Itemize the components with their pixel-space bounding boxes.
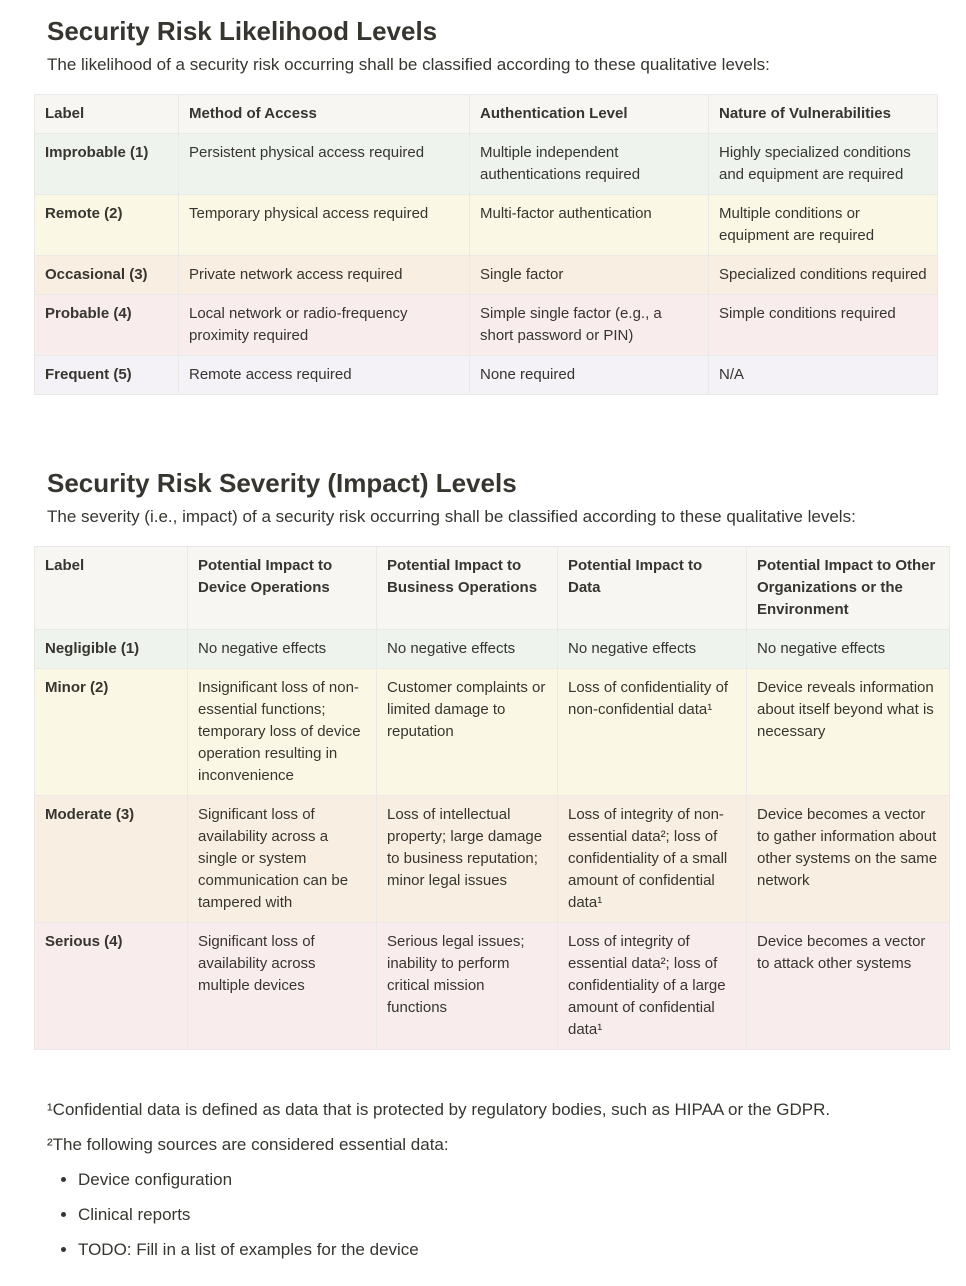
header-cell: Authentication Level <box>469 94 709 134</box>
likelihood-table: Label Method of Access Authentication Leve… <box>34 94 938 395</box>
table-cell: Insignificant loss of non-essential func… <box>187 668 377 796</box>
table-cell: Multi-factor authentication <box>469 194 709 256</box>
table-cell: Highly specialized conditions and equipm… <box>708 133 938 195</box>
table-row: Probable (4) Local network or radio-frequ… <box>34 294 938 356</box>
table-row: Negligible (1) No negative effects No nega… <box>34 629 950 669</box>
severity-table: Label Potential Impact to Device Operatio… <box>34 546 950 1050</box>
level-label: Moderate (3) <box>34 795 188 923</box>
table-cell: No negative effects <box>187 629 377 669</box>
header-row: Label Method of Access Authentication Leve… <box>34 94 938 134</box>
level-label: Occasional (3) <box>34 255 179 295</box>
table-row: Serious (4) Significant loss of availabil… <box>34 922 950 1050</box>
table-cell: Single factor <box>469 255 709 295</box>
table-cell: No negative effects <box>376 629 558 669</box>
table-cell: Simple single factor (e.g., a short pass… <box>469 294 709 356</box>
table-cell: Local network or radio-frequency proximi… <box>178 294 470 356</box>
level-label: Improbable (1) <box>34 133 179 195</box>
table-cell: Significant loss of availability across … <box>187 922 377 1050</box>
table-cell: Significant loss of availability across … <box>187 795 377 923</box>
table-cell: Persistent physical access required <box>178 133 470 195</box>
table-cell: No negative effects <box>557 629 747 669</box>
level-label: Serious (4) <box>34 922 188 1050</box>
table-cell: Device becomes a vector to attack other … <box>746 922 950 1050</box>
table-cell: Temporary physical access required <box>178 194 470 256</box>
level-label: Probable (4) <box>34 294 179 356</box>
footnotes: ¹Confidential data is defined as data th… <box>47 1097 830 1272</box>
table-row: Improbable (1) Persistent physical access… <box>34 133 938 195</box>
table-cell: Serious legal issues; inability to perfo… <box>376 922 558 1050</box>
essential-data-list: Device configuration Clinical reports TODO… <box>47 1167 830 1263</box>
header-cell: Label <box>34 546 188 630</box>
section-title: Security Risk Likelihood Levels <box>47 16 438 46</box>
table-cell: N/A <box>708 355 938 395</box>
table-cell: Loss of integrity of essential data²; lo… <box>557 922 747 1050</box>
level-label: Frequent (5) <box>34 355 179 395</box>
footnote: ²The following sources are considered es… <box>47 1135 449 1154</box>
table-cell: None required <box>469 355 709 395</box>
list-item: Clinical reports <box>78 1202 830 1228</box>
table-cell: Multiple independent authentications req… <box>469 133 709 195</box>
table-row: Moderate (3) Significant loss of availabi… <box>34 795 950 923</box>
table-row: Frequent (5) Remote access required None r… <box>34 355 938 395</box>
level-label: Minor (2) <box>34 668 188 796</box>
header-cell: Label <box>34 94 179 134</box>
table-cell: Private network access required <box>178 255 470 295</box>
header-cell: Potential Impact to Device Operations <box>187 546 377 630</box>
header-cell: Potential Impact to Business Operations <box>376 546 558 630</box>
header-cell: Potential Impact to Other Organizations … <box>746 546 950 630</box>
header-row: Label Potential Impact to Device Operatio… <box>34 546 950 630</box>
table-cell: Multiple conditions or equipment are req… <box>708 194 938 256</box>
header-cell: Nature of Vulnerabilities <box>708 94 938 134</box>
header-cell: Potential Impact to Data <box>557 546 747 630</box>
severity-section: Security Risk Severity (Impact) Levels T… <box>34 466 950 1050</box>
table-cell: Remote access required <box>178 355 470 395</box>
level-label: Negligible (1) <box>34 629 188 669</box>
table-cell: Customer complaints or limited damage to… <box>376 668 558 796</box>
table-cell: Loss of confidentiality of non-confident… <box>557 668 747 796</box>
table-cell: Loss of integrity of non-essential data²… <box>557 795 747 923</box>
section-title: Security Risk Severity (Impact) Levels <box>47 468 517 498</box>
table-row: Remote (2) Temporary physical access requ… <box>34 194 938 256</box>
header-cell: Method of Access <box>178 94 470 134</box>
list-item: TODO: Fill in a list of examples for the… <box>78 1237 830 1263</box>
level-label: Remote (2) <box>34 194 179 256</box>
table-row: Minor (2) Insignificant loss of non-essen… <box>34 668 950 796</box>
table-cell: Loss of intellectual property; large dam… <box>376 795 558 923</box>
footnote: ¹Confidential data is defined as data th… <box>47 1100 831 1119</box>
table-row: Occasional (3) Private network access req… <box>34 255 938 295</box>
likelihood-section: Security Risk Likelihood Levels The like… <box>34 14 938 395</box>
section-intro: The likelihood of a security risk occurr… <box>47 55 770 74</box>
table-cell: No negative effects <box>746 629 950 669</box>
table-cell: Specialized conditions required <box>708 255 938 295</box>
table-cell: Device reveals information about itself … <box>746 668 950 796</box>
table-cell: Device becomes a vector to gather inform… <box>746 795 950 923</box>
list-item: Device configuration <box>78 1167 830 1193</box>
section-intro: The severity (i.e., impact) of a securit… <box>47 507 856 526</box>
table-cell: Simple conditions required <box>708 294 938 356</box>
